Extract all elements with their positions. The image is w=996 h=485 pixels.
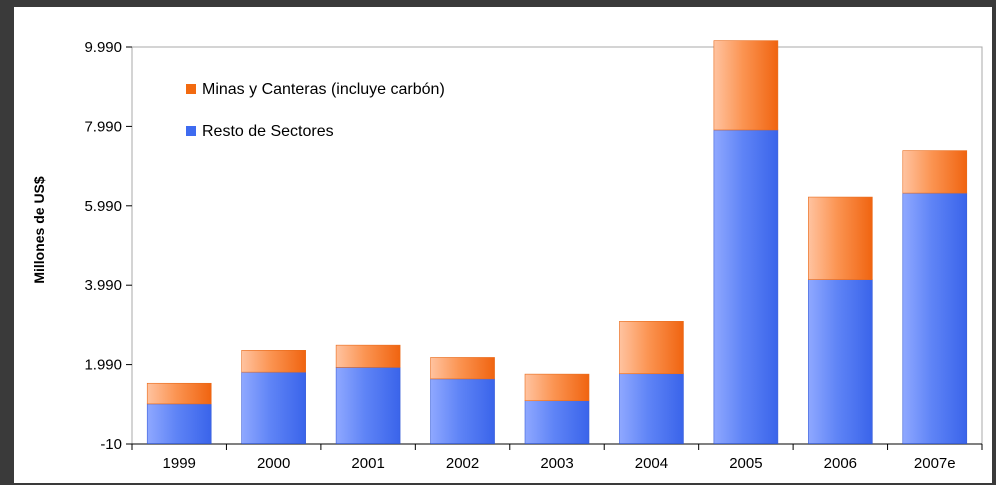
bar-resto-2002 xyxy=(430,378,495,444)
y-tick-label: 7.990 xyxy=(84,118,122,135)
bar-minas-2003 xyxy=(524,373,590,402)
bar-minas-2004 xyxy=(619,321,684,375)
legend: Minas y Canteras (incluye carbón) Resto … xyxy=(186,81,445,140)
bar-minas-2006 xyxy=(808,196,873,280)
x-tick-label: 1999 xyxy=(163,455,196,472)
stacked-bar-chart: Millones de US$ -10 1.990 3.990 5.990 7.990 9… xyxy=(31,39,983,472)
bar-minas-2007e xyxy=(902,150,968,194)
y-axis-label: Millones de US$ xyxy=(31,176,47,284)
bar-minas-2001 xyxy=(335,344,401,368)
bar-resto-2005 xyxy=(713,129,779,444)
x-tick-label: 2003 xyxy=(540,455,573,472)
x-tick-label: 2005 xyxy=(729,455,762,472)
bar-resto-2003 xyxy=(524,400,590,444)
x-tick-label: 2007e xyxy=(914,455,956,472)
bar-minas-1999 xyxy=(146,382,212,405)
bar-minas-2000 xyxy=(241,350,306,373)
y-tick-label: -10 xyxy=(100,436,122,453)
chart-frame: Millones de US$ -10 1.990 3.990 5.990 7.990 9… xyxy=(6,7,992,483)
y-tick-label: 5.990 xyxy=(84,198,122,215)
x-tick-label: 2006 xyxy=(824,455,857,472)
bar-resto-1999 xyxy=(146,403,212,444)
bar-minas-2002 xyxy=(430,357,495,380)
bar-resto-2006 xyxy=(808,279,873,444)
bar-resto-2004 xyxy=(619,373,684,444)
y-tick-label: 3.990 xyxy=(84,277,122,294)
bar-resto-2007e xyxy=(902,192,968,444)
bar-minas-2005 xyxy=(713,40,779,131)
x-tick-label: 2000 xyxy=(257,455,290,472)
legend-swatch-resto xyxy=(186,126,196,136)
legend-label-minas: Minas y Canteras (incluye carbón) xyxy=(202,81,445,98)
bar-resto-2000 xyxy=(241,371,306,444)
x-tick-label: 2002 xyxy=(446,455,479,472)
plot-area: -10 1.990 3.990 5.990 7.990 9.990 1999 2000 2001… xyxy=(84,39,983,472)
x-tick-label: 2004 xyxy=(635,455,668,472)
y-tick-label: 1.990 xyxy=(84,357,122,374)
legend-swatch-minas xyxy=(186,84,196,94)
x-tick-label: 2001 xyxy=(351,455,384,472)
bar-resto-2001 xyxy=(335,367,401,444)
y-tick-label: 9.990 xyxy=(84,39,122,56)
legend-label-resto: Resto de Sectores xyxy=(202,123,334,140)
